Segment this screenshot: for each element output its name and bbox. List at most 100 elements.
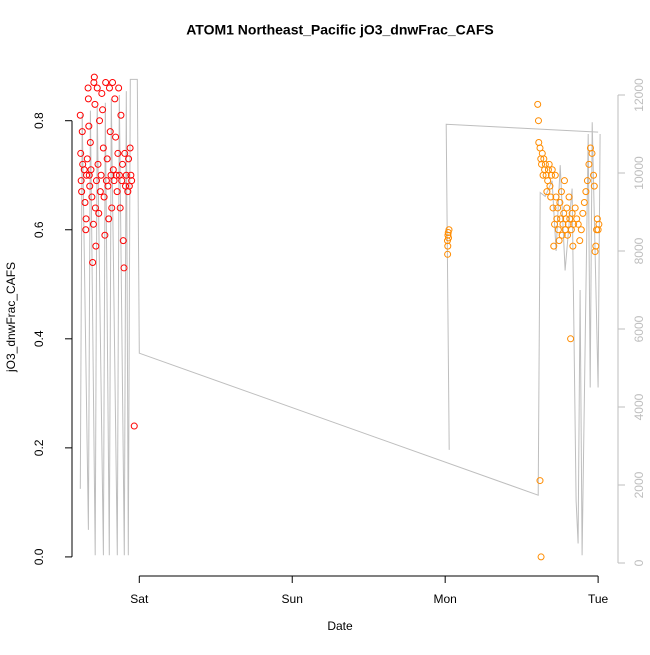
- point: [590, 171, 598, 179]
- point: [76, 111, 84, 119]
- point: [445, 226, 453, 234]
- point: [99, 106, 107, 114]
- point: [118, 177, 126, 185]
- point: [96, 188, 104, 196]
- point: [109, 166, 117, 174]
- point: [537, 553, 545, 561]
- x-tick-label: Tue: [588, 592, 609, 606]
- point: [558, 231, 566, 239]
- y-tick-label: 0.0: [32, 548, 46, 565]
- point: [105, 215, 113, 223]
- point: [90, 79, 98, 87]
- point: [83, 171, 91, 179]
- point: [569, 242, 577, 250]
- point: [547, 193, 555, 201]
- point: [77, 149, 85, 157]
- chart-title: ATOM1 Northeast_Pacific jO3_dnwFrac_CAFS: [186, 22, 494, 38]
- point: [105, 84, 113, 92]
- point: [583, 177, 591, 185]
- point: [86, 182, 94, 190]
- point: [78, 128, 86, 136]
- point: [96, 117, 104, 125]
- point: [118, 160, 126, 168]
- point: [557, 188, 565, 196]
- point: [579, 209, 587, 217]
- point: [82, 215, 90, 223]
- point: [99, 144, 107, 152]
- point: [565, 193, 573, 201]
- point: [119, 237, 127, 245]
- point: [91, 204, 99, 212]
- point: [100, 193, 108, 201]
- point: [109, 79, 117, 87]
- point: [121, 149, 129, 157]
- point: [576, 237, 584, 245]
- point: [571, 204, 579, 212]
- point: [549, 204, 557, 212]
- point: [595, 220, 603, 228]
- y2-tick-label: 0: [632, 559, 646, 566]
- point: [541, 160, 549, 168]
- y2-tick-label: 4000: [632, 393, 646, 420]
- point: [128, 177, 136, 185]
- point: [534, 100, 542, 108]
- point: [570, 220, 578, 228]
- point: [86, 139, 94, 147]
- point: [117, 111, 125, 119]
- point: [585, 160, 593, 168]
- point: [115, 84, 123, 92]
- point: [444, 242, 452, 250]
- y-tick-label: 0.4: [32, 330, 46, 347]
- point: [588, 149, 596, 157]
- point: [111, 95, 119, 103]
- point: [83, 155, 91, 163]
- point: [84, 95, 92, 103]
- point: [113, 188, 121, 196]
- x-tick-label: Sat: [130, 592, 149, 606]
- x-tick-label: Mon: [434, 592, 457, 606]
- point: [122, 171, 130, 179]
- y2-tick-label: 10000: [632, 156, 646, 190]
- point: [103, 155, 111, 163]
- point: [95, 209, 103, 217]
- altitude-line: [79, 78, 601, 556]
- point: [555, 237, 563, 245]
- y-tick-label: 0.2: [32, 439, 46, 456]
- point: [552, 193, 560, 201]
- point: [90, 73, 98, 81]
- point: [92, 177, 100, 185]
- point: [94, 160, 102, 168]
- point: [78, 188, 86, 196]
- point: [120, 264, 128, 272]
- point: [88, 193, 96, 201]
- point: [112, 133, 120, 141]
- point: [102, 79, 110, 87]
- point: [77, 177, 85, 185]
- point: [104, 182, 112, 190]
- point: [560, 177, 568, 185]
- y2-tick-label: 12000: [632, 78, 646, 112]
- point: [98, 89, 106, 97]
- point: [546, 182, 554, 190]
- point: [101, 231, 109, 239]
- point: [564, 231, 572, 239]
- point: [577, 226, 585, 234]
- point: [116, 204, 124, 212]
- y2-tick-label: 2000: [632, 471, 646, 498]
- point: [91, 100, 99, 108]
- point: [114, 149, 122, 157]
- point: [563, 204, 571, 212]
- point: [81, 198, 89, 206]
- point: [82, 226, 90, 234]
- point: [554, 226, 562, 234]
- point: [125, 155, 133, 163]
- point: [85, 122, 93, 130]
- point: [567, 335, 575, 343]
- point: [93, 84, 101, 92]
- point: [580, 198, 588, 206]
- point: [84, 84, 92, 92]
- point: [108, 204, 116, 212]
- point: [556, 198, 564, 206]
- y2-tick-label: 8000: [632, 237, 646, 264]
